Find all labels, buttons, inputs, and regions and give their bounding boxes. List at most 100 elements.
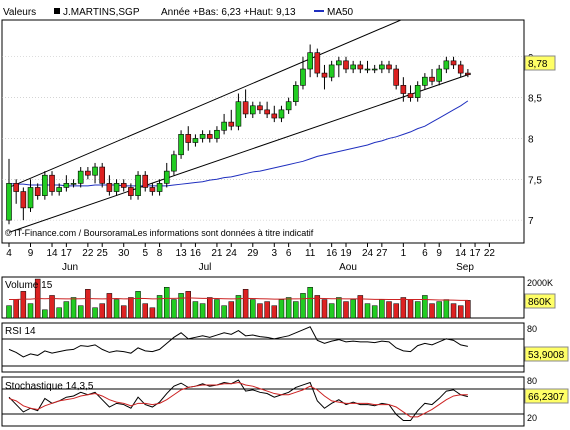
x-month-label: Jul <box>199 262 212 273</box>
volume-bar <box>178 293 184 319</box>
volume-bar <box>422 295 428 319</box>
x-axis: 4 9 14 17 22 25 30 5 8 13 16 21 24 29 3 6 11 16 19 24 27 1 6 9 1… <box>6 243 495 273</box>
volume-bar <box>113 299 120 319</box>
price-y-tick: 8,5 <box>528 94 542 105</box>
volume-bar <box>379 299 385 319</box>
x-day-label: 11 <box>305 248 316 259</box>
stoch-y-tick-20: 20 <box>527 413 537 423</box>
rsi-badge-bg <box>524 346 569 362</box>
volume-bar <box>163 287 170 319</box>
candle-body <box>429 76 435 82</box>
rsi-badge: 53,9008 <box>528 350 565 361</box>
candle-body <box>350 64 356 70</box>
volume-bar <box>27 303 34 319</box>
x-month-label: Jun <box>62 262 78 273</box>
volume-bar <box>357 295 364 319</box>
volume-bar <box>221 305 227 319</box>
x-day-label: 6 <box>286 248 292 259</box>
trendline <box>8 20 403 188</box>
volume-bar <box>85 289 91 319</box>
x-day-label: 16 <box>326 248 338 259</box>
volume-bar <box>321 299 328 319</box>
volume-bar <box>386 301 392 319</box>
volume-bar <box>414 301 421 319</box>
x-month-label: Sep <box>456 262 474 273</box>
x-day-label: 16 <box>190 248 202 259</box>
stoch-y-tick-80: 80 <box>527 376 537 386</box>
candle-body <box>343 60 349 70</box>
volume-bar <box>257 303 263 319</box>
volume-bar <box>443 299 450 319</box>
volume-ma-line <box>9 297 468 301</box>
x-day-label: 22 <box>82 248 94 259</box>
stoch-badge: 66,2307 <box>528 392 565 403</box>
candle-body <box>257 105 263 111</box>
last-price-badge: 8,78 <box>528 59 548 70</box>
x-day-label: 4 <box>6 248 12 259</box>
candle-body <box>321 72 328 78</box>
x-day-label: 17 <box>61 248 73 259</box>
candle-body <box>300 68 306 86</box>
volume-bar <box>106 293 113 319</box>
candle-body <box>42 174 48 196</box>
volume-bar <box>6 305 12 319</box>
candle-body <box>307 52 313 70</box>
candle-body <box>34 187 41 196</box>
candle-body <box>92 166 98 176</box>
x-day-label: 9 <box>436 248 442 259</box>
x-day-label: 19 <box>340 248 352 259</box>
trend-channel <box>8 20 469 233</box>
stoch-k-path <box>8 379 469 421</box>
candle-body <box>56 187 62 192</box>
volume-badge-bg <box>524 293 556 309</box>
volume-panel-frame <box>1 276 525 319</box>
volume-bar <box>185 291 191 319</box>
volume-bar <box>429 303 435 319</box>
volume-bar <box>128 297 134 319</box>
candle-body <box>85 170 91 176</box>
x-day-label: 27 <box>376 248 388 259</box>
volume-bar <box>63 301 70 319</box>
last-price-badge-bg <box>524 55 556 71</box>
candle-body <box>328 64 335 78</box>
volume-bar <box>214 299 220 319</box>
rsi-y-tick: 80 <box>527 324 537 334</box>
volume-bar <box>285 297 292 319</box>
volume-bar <box>49 295 55 319</box>
source-note: © IT-Finance.com / BoursoramaLes informa… <box>5 228 314 238</box>
ma50-path <box>8 100 469 187</box>
ma50-swatch <box>314 10 324 12</box>
volume-bar <box>142 303 148 319</box>
price-y-tick: 8 <box>528 134 534 145</box>
candle-body <box>128 187 134 196</box>
candle-body <box>156 183 163 192</box>
volume-bar <box>436 301 442 319</box>
volume-badge: 860K <box>528 297 552 308</box>
volume-bar <box>293 301 299 319</box>
x-day-label: 17 <box>469 248 481 259</box>
candle-body <box>393 68 399 86</box>
volume-y-tick: 2000K <box>527 278 553 288</box>
candle-body <box>235 101 242 127</box>
volume-bar <box>149 307 156 319</box>
candle-body <box>49 174 55 192</box>
candle-body <box>271 113 278 119</box>
candle-body <box>357 64 364 70</box>
candle-body <box>264 109 270 115</box>
volume-bar <box>300 293 306 319</box>
ma50-legend: MA50 <box>327 7 354 18</box>
rsi-path <box>8 326 468 358</box>
volume-bar <box>278 299 285 319</box>
volume-bar <box>371 305 378 319</box>
volume-bars <box>6 278 471 319</box>
candle-body <box>106 183 113 192</box>
candle-body <box>20 191 27 209</box>
candle-body <box>120 183 127 188</box>
stoch-panel: Stochastique 14,3,5 80 20 66,2307 <box>1 376 569 427</box>
candle-body <box>314 52 321 74</box>
x-day-label: 29 <box>247 248 259 259</box>
volume-bar <box>192 301 199 319</box>
symbol-label: J.MARTINS,SGP <box>63 7 140 18</box>
candle-body <box>6 183 12 221</box>
